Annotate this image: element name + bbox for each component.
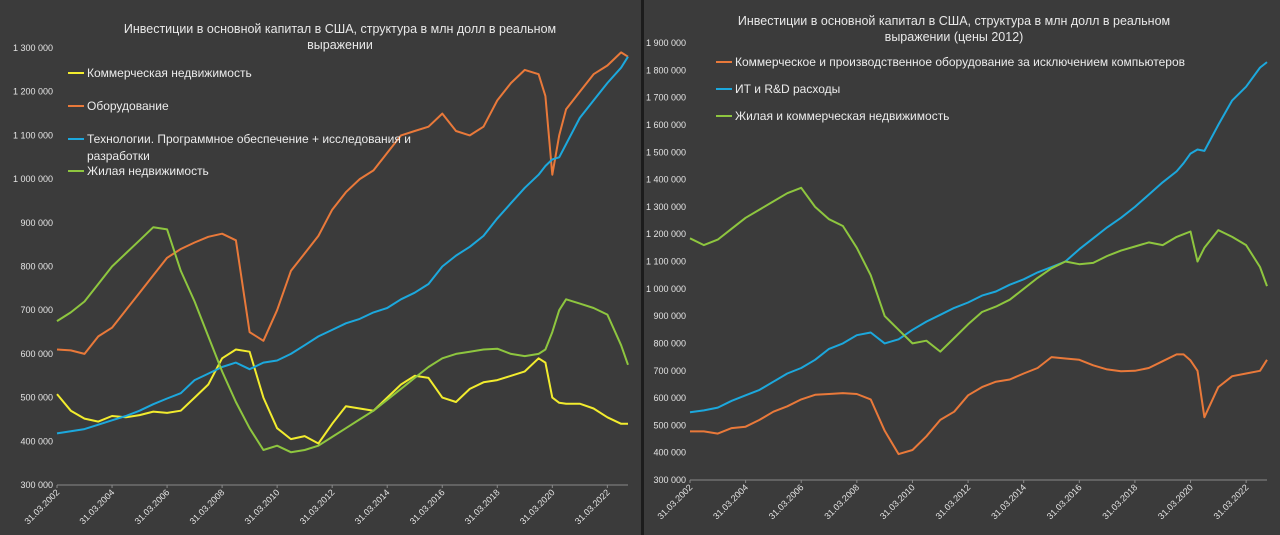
right-y-tick-label: 900 000 <box>653 311 686 321</box>
left-chart-title: Инвестиции в основной капитал в США, стр… <box>60 21 620 53</box>
left-series-line-3 <box>56 56 629 435</box>
left-x-tick-label: 31.03.2002 <box>22 487 61 526</box>
right-chart-title: Инвестиции в основной капитал в США, стр… <box>674 13 1234 45</box>
right-y-tick-label: 600 000 <box>653 393 686 403</box>
right-series-line-1 <box>690 353 1268 456</box>
left-y-tick-label: 1 100 000 <box>13 130 53 140</box>
right-series-line-2 <box>689 61 1268 414</box>
left-x-tick-label: 31.03.2010 <box>243 487 282 526</box>
right-y-tick-label: 1 800 000 <box>646 65 686 75</box>
right-series-line-3 <box>689 186 1268 353</box>
right-chart-svg: 300 000 400 000 500 000 600 000 700 000 800 0… <box>646 38 1268 521</box>
left-series-line-1 <box>56 348 628 445</box>
right-x-tick-label: 31.03.2016 <box>1045 482 1084 521</box>
right-x-tick-label: 31.03.2006 <box>767 482 806 521</box>
right-x-tick-label: 31.03.2020 <box>1156 482 1195 521</box>
right-y-tick-label: 1 400 000 <box>646 175 686 185</box>
right-x-tick-label: 31.03.2012 <box>934 482 973 521</box>
right-x-tick-label: 31.03.2004 <box>711 482 750 521</box>
right-chart-title-line1: Инвестиции в основной капитал в США, стр… <box>737 14 1171 28</box>
left-x-tick-label: 31.03.2008 <box>188 487 227 526</box>
right-x-tick-label: 31.03.2010 <box>878 482 917 521</box>
left-y-tick-label: 500 000 <box>20 393 53 403</box>
right-y-tick-label: 400 000 <box>653 448 686 458</box>
right-y-tick-label: 1 500 000 <box>646 147 686 157</box>
left-chart-title-line1: Инвестиции в основной капитал в США, стр… <box>123 22 557 36</box>
left-legend-label: Коммерческая недвижимость <box>87 66 252 80</box>
right-x-tick-label: 31.03.2022 <box>1212 482 1251 521</box>
right-x-tick-label: 31.03.2014 <box>989 482 1028 521</box>
left-x-tick-label: 31.03.2020 <box>518 487 557 526</box>
left-series-line-4 <box>56 226 629 454</box>
right-y-tick-label: 800 000 <box>653 338 686 348</box>
left-y-tick-label: 1 000 000 <box>13 174 53 184</box>
left-series-line-2 <box>56 51 629 355</box>
right-y-tick-label: 1 300 000 <box>646 202 686 212</box>
right-chart-title-line2: выражении (цены 2012) <box>884 30 1024 44</box>
right-x-tick-label: 31.03.2018 <box>1100 482 1139 521</box>
right-y-tick-label: 1 900 000 <box>646 38 686 48</box>
left-y-tick-label: 700 000 <box>20 305 53 315</box>
left-y-tick-label: 1 300 000 <box>13 43 53 53</box>
right-y-tick-label: 700 000 <box>653 366 686 376</box>
left-chart-panel: Инвестиции в основной капитал в США, стр… <box>0 0 641 535</box>
right-y-tick-label: 500 000 <box>653 420 686 430</box>
left-y-tick-label: 1 200 000 <box>13 87 53 97</box>
left-legend-label: Технологии. Программное обеспечение + ис… <box>87 132 411 146</box>
left-x-tick-label: 31.03.2016 <box>408 487 447 526</box>
right-y-tick-label: 1 600 000 <box>646 120 686 130</box>
panel-divider <box>641 0 644 535</box>
left-x-tick-label: 31.03.2018 <box>463 487 502 526</box>
left-y-tick-label: 400 000 <box>20 436 53 446</box>
left-chart-title-line2: выражении <box>307 38 373 52</box>
right-y-tick-label: 1 700 000 <box>646 93 686 103</box>
right-x-tick-label: 31.03.2002 <box>655 482 694 521</box>
left-y-tick-label: 800 000 <box>20 262 53 272</box>
left-y-tick-label: 600 000 <box>20 349 53 359</box>
right-y-tick-label: 1 000 000 <box>646 284 686 294</box>
left-y-tick-label: 900 000 <box>20 218 53 228</box>
left-x-tick-label: 31.03.2014 <box>353 487 392 526</box>
right-y-tick-label: 1 100 000 <box>646 257 686 267</box>
left-legend-label: Жилая недвижимость <box>87 164 209 178</box>
left-x-tick-label: 31.03.2022 <box>573 487 612 526</box>
right-legend-label: Коммерческое и производственное оборудов… <box>735 55 1185 69</box>
right-legend-label: ИТ и R&D расходы <box>735 82 840 96</box>
left-chart-svg: 300 000 400 000 500 000 600 000 700 000 800 0… <box>13 43 629 526</box>
right-chart-panel: Инвестиции в основной капитал в США, стр… <box>644 0 1280 535</box>
right-y-tick-label: 300 000 <box>653 475 686 485</box>
left-x-tick-label: 31.03.2006 <box>133 487 172 526</box>
right-x-tick-label: 31.03.2008 <box>822 482 861 521</box>
left-legend-label: разработки <box>87 149 150 163</box>
left-y-tick-label: 300 000 <box>20 480 53 490</box>
left-x-tick-label: 31.03.2004 <box>78 487 117 526</box>
left-x-tick-label: 31.03.2012 <box>298 487 337 526</box>
right-y-tick-label: 1 200 000 <box>646 229 686 239</box>
right-legend-label: Жилая и коммерческая недвижимость <box>735 109 949 123</box>
left-legend-label: Оборудование <box>87 99 169 113</box>
